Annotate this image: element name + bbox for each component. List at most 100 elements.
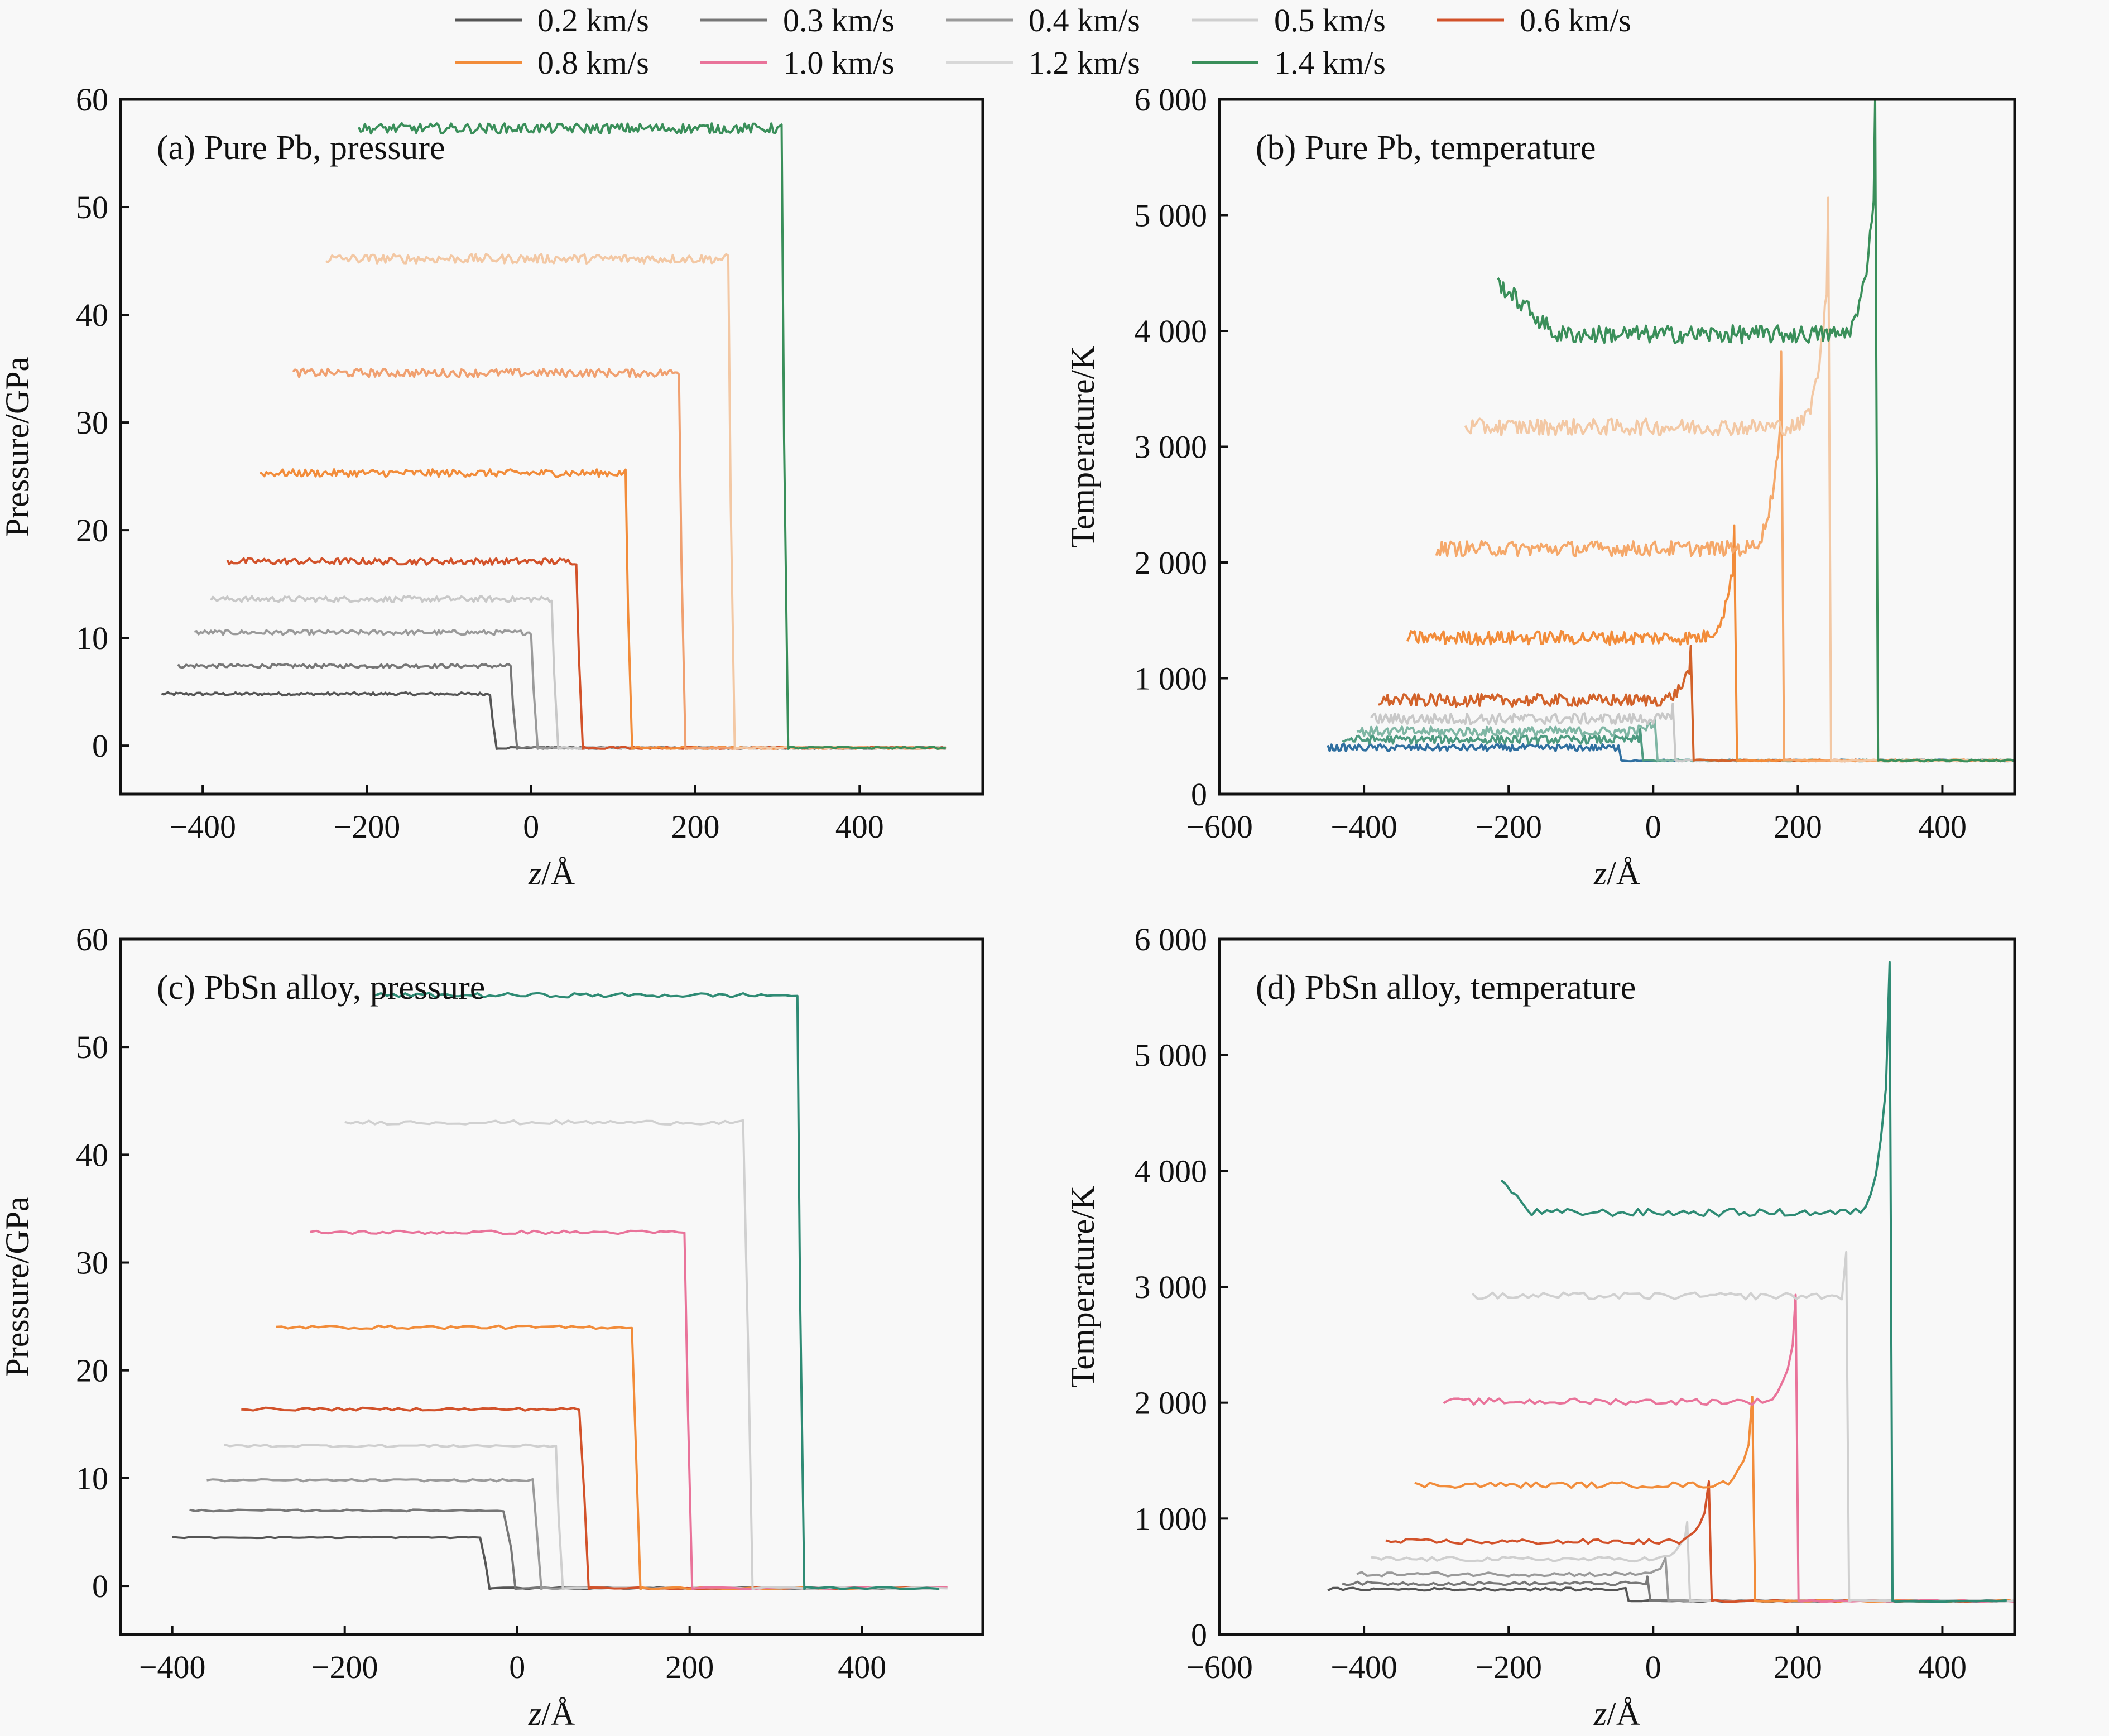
panel-a-pure-pb-pressure: −400 −200 0 200 400 0 10 20 30 40 50 60 (a) Pure Pb,… <box>0 81 984 892</box>
legend-item: 0.8 km/s <box>455 45 649 81</box>
y-tick-label: 40 <box>76 297 108 333</box>
legend-label: 0.6 km/s <box>1520 2 1631 39</box>
x-axis-label-unit: /Å <box>1607 855 1640 892</box>
series-group <box>161 122 947 750</box>
y-tick-label: 2 000 <box>1135 545 1208 581</box>
x-tick-label: −400 <box>139 1649 206 1685</box>
y-tick-label: 60 <box>76 921 108 958</box>
series-line-1-4-kms <box>357 122 946 750</box>
legend-label: 0.8 km/s <box>537 45 649 81</box>
legend-label: 0.3 km/s <box>783 2 895 39</box>
legend-label: 1.0 km/s <box>783 45 895 81</box>
x-tick-label: 200 <box>665 1649 714 1685</box>
series-line-0-2-kms <box>172 1536 938 1590</box>
x-tick-label: 200 <box>1774 1649 1822 1685</box>
series-line-0-8-kms <box>1406 524 2015 763</box>
x-tick-label: 400 <box>838 1649 886 1685</box>
y-tick-label: 60 <box>76 81 108 118</box>
series-line-1-2-kms <box>344 1119 948 1590</box>
series-line-0-6-kms <box>1385 1480 2009 1603</box>
x-tick-label: −200 <box>1475 809 1542 845</box>
panel-d-pbsn-temperature: −600 −400 −200 0 200 400 0 1 000 2 000 3 000 4 000… <box>1064 921 2016 1732</box>
y-tick-label: 30 <box>76 405 108 441</box>
panel-title: (a) Pure Pb, pressure <box>157 129 445 167</box>
x-tick-label: 0 <box>1645 809 1661 845</box>
legend-label: 0.5 km/s <box>1274 2 1386 39</box>
series-line-0-4-kms <box>1356 1556 2006 1603</box>
x-axis-label-unit: /Å <box>1607 1695 1640 1732</box>
x-tick-label: −400 <box>1330 1649 1397 1685</box>
legend-label: 1.4 km/s <box>1274 45 1386 81</box>
x-tick-label: −200 <box>1475 1649 1542 1685</box>
y-tick-label: 2 000 <box>1135 1385 1208 1421</box>
legend-label: 0.2 km/s <box>537 2 649 39</box>
panel-title: (d) PbSn alloy, temperature <box>1256 969 1636 1007</box>
x-tick-label: 400 <box>835 809 884 845</box>
x-axis-label-var: z <box>1593 855 1607 892</box>
y-tick-label: 3 000 <box>1135 1269 1208 1305</box>
x-tick-label: −200 <box>334 809 401 845</box>
legend-item: 0.3 km/s <box>700 2 895 39</box>
y-tick-label: 0 <box>92 728 108 764</box>
x-tick-label: −600 <box>1186 809 1253 845</box>
x-tick-label: −400 <box>169 809 236 845</box>
x-tick-label: −400 <box>1330 809 1397 845</box>
x-axis-label-var: z <box>528 1695 541 1732</box>
x-axis-label: z/Å <box>1593 1695 1640 1732</box>
x-tick-label: 200 <box>1774 809 1822 845</box>
x-axis-label-unit: /Å <box>541 1695 575 1732</box>
y-tick-label: 20 <box>76 512 108 549</box>
y-tick-label: 3 000 <box>1135 429 1208 465</box>
y-tick-label: 10 <box>76 1460 108 1497</box>
series-group <box>1327 961 2014 1603</box>
series-line-0-8-kms <box>1414 1396 2011 1603</box>
y-axis-label: Temperature/K <box>1064 1186 1101 1388</box>
y-tick-label: 0 <box>92 1568 108 1604</box>
y-tick-label: 0 <box>1191 1617 1207 1653</box>
x-tick-label: 0 <box>523 809 539 845</box>
series-line-0-5-kms <box>223 1443 939 1590</box>
legend-item: 1.0 km/s <box>700 45 895 81</box>
y-tick-label: 20 <box>76 1353 108 1389</box>
legend-item: 1.2 km/s <box>946 45 1140 81</box>
series-line-1-2-kms <box>1471 1251 2014 1603</box>
plot-frame <box>119 98 984 796</box>
plot-frame <box>119 937 984 1636</box>
legend-label: 0.4 km/s <box>1029 2 1140 39</box>
series-line-0-4-kms <box>194 629 946 750</box>
y-tick-label: 1 000 <box>1135 1501 1208 1537</box>
y-tick-label: 10 <box>76 620 108 656</box>
legend-item: 0.4 km/s <box>946 2 1140 39</box>
legend-item: 0.6 km/s <box>1437 2 1631 39</box>
y-axis-label: Temperature/K <box>1064 345 1101 547</box>
x-axis-label-var: z <box>1593 1695 1607 1732</box>
y-tick-label: 5 000 <box>1135 198 1208 234</box>
series-line-1-0-kms <box>1435 350 2015 763</box>
x-tick-label: 400 <box>1918 1649 1967 1685</box>
y-tick-label: 50 <box>76 189 108 225</box>
y-tick-label: 30 <box>76 1245 108 1281</box>
x-tick-label: 0 <box>509 1649 525 1685</box>
x-axis-label: z/Å <box>528 855 575 892</box>
series-line-0-8-kms <box>276 1324 944 1590</box>
series-line-0-4-kms <box>206 1478 941 1590</box>
series-line-1-4-kms <box>374 992 939 1590</box>
series-line-0-6-kms <box>226 557 947 750</box>
plot-frame <box>1218 98 2016 796</box>
legend-label: 1.2 km/s <box>1029 45 1140 81</box>
y-tick-label: 4 000 <box>1135 1153 1208 1189</box>
series-line-0-6-kms <box>1378 645 2015 763</box>
series-line-0-3-kms <box>189 1508 940 1590</box>
y-axis-label: Pressure/GPa <box>0 357 36 537</box>
x-axis-label-var: z <box>528 855 541 892</box>
x-tick-label: 400 <box>1918 809 1967 845</box>
y-tick-label: 0 <box>1191 776 1207 812</box>
y-axis-label: Pressure/GPa <box>0 1196 36 1377</box>
series-line-0-2-kms <box>161 691 947 750</box>
y-tick-label: 50 <box>76 1029 108 1065</box>
x-tick-label: 200 <box>671 809 720 845</box>
panel-c-pbsn-pressure: −400 −200 0 200 400 0 10 20 30 40 50 60 (c) PbSn all… <box>0 921 984 1732</box>
legend-item: 0.5 km/s <box>1192 2 1386 39</box>
y-tick-label: 40 <box>76 1137 108 1173</box>
x-tick-label: 0 <box>1645 1649 1661 1685</box>
